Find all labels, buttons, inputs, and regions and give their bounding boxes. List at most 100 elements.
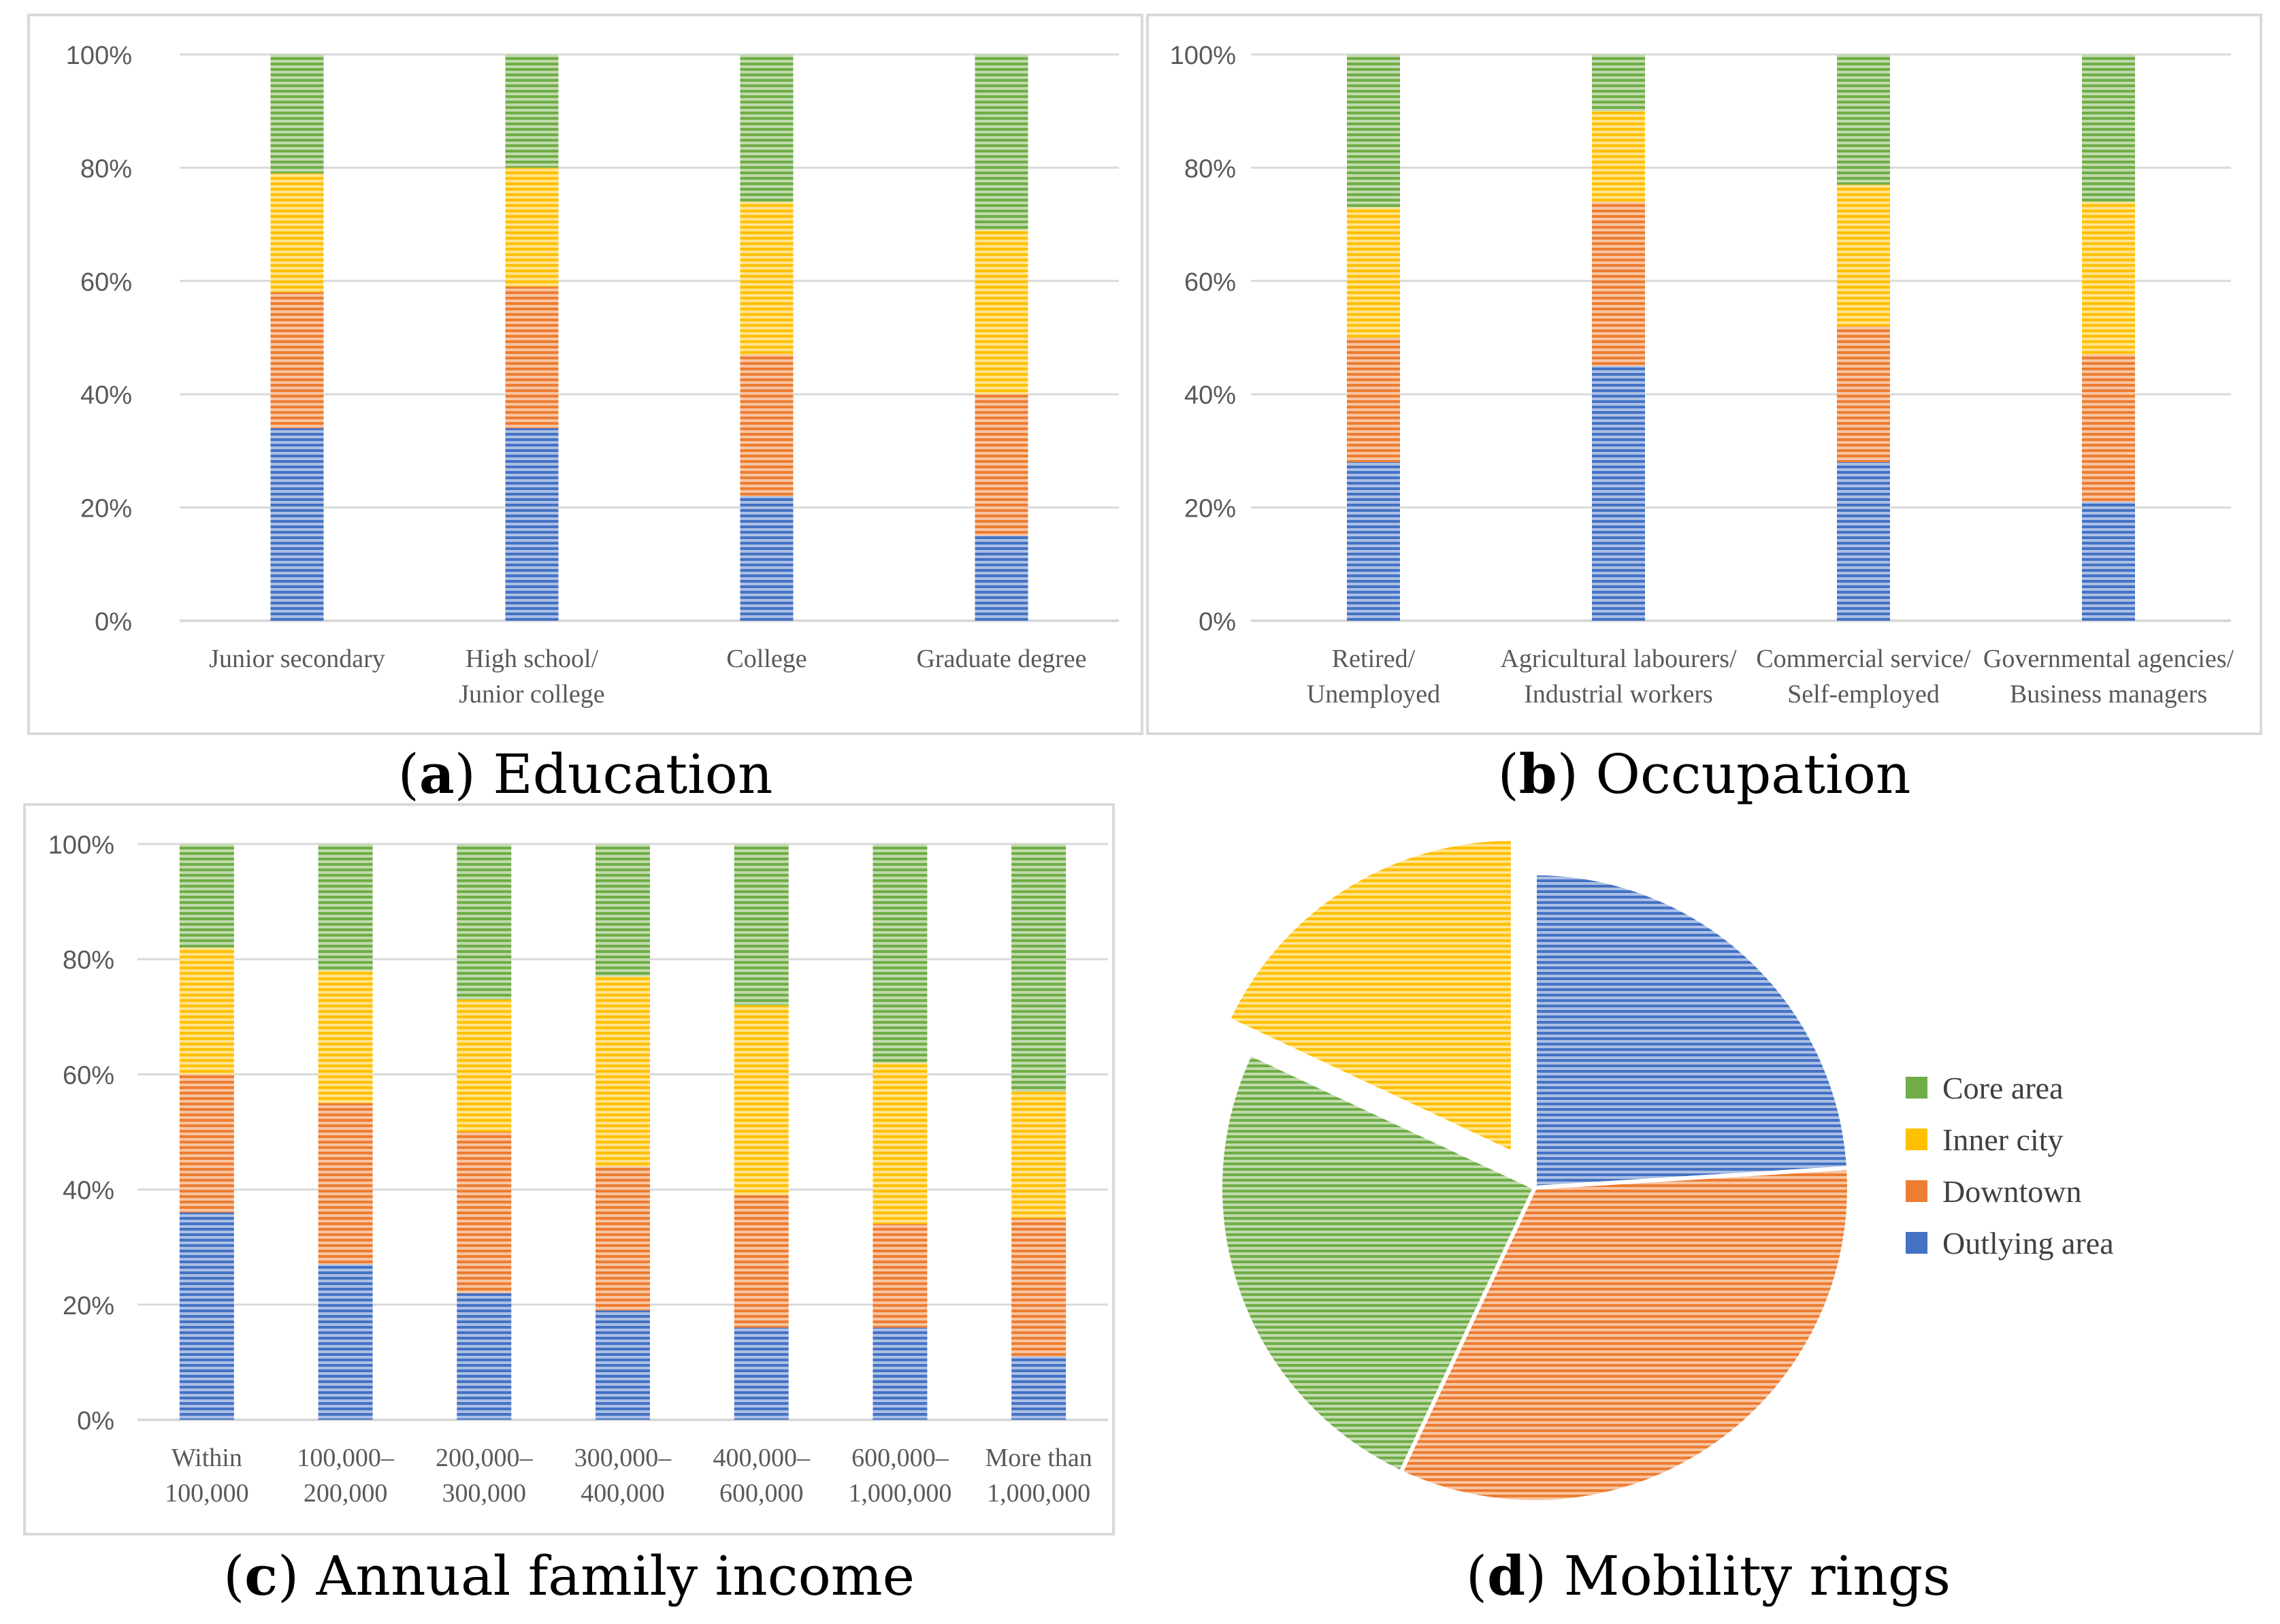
legend-swatch-downtown — [1906, 1180, 1927, 1202]
bar-segment-downtown — [179, 1074, 234, 1213]
legend-item-inner-city: Inner city — [1906, 1114, 2192, 1165]
x-tick-label: 200,000 — [304, 1479, 388, 1508]
legend-swatch-outlying-area — [1906, 1232, 1927, 1254]
bar-segment-core-area — [179, 844, 234, 948]
bar-segment-inner-city — [2082, 201, 2135, 355]
y-tick-label: 0% — [1199, 608, 1236, 636]
pie-slice-core-area — [1218, 1051, 1537, 1476]
bar-segment-inner-city — [873, 1062, 928, 1224]
bar-segment-downtown — [1592, 201, 1645, 366]
legend-item-outlying-area: Outlying area — [1906, 1217, 2192, 1269]
x-tick-label: 300,000– — [574, 1444, 672, 1472]
bar-segment-core-area — [734, 844, 789, 1005]
x-tick-label: Commercial service/ — [1756, 645, 1971, 673]
bar-segment-core-area — [457, 844, 512, 1000]
bar-segment-outlying-area — [457, 1293, 512, 1420]
y-tick-label: 100% — [48, 831, 114, 860]
x-tick-label: 1,000,000 — [987, 1479, 1090, 1508]
bar-segment-core-area — [596, 844, 650, 977]
bar-segment-downtown — [1011, 1218, 1066, 1357]
x-tick-label: College — [726, 645, 807, 673]
bar-segment-inner-city — [1011, 1091, 1066, 1218]
bar-segment-outlying-area — [1592, 366, 1645, 621]
x-tick-label: 400,000 — [581, 1479, 665, 1508]
y-tick-label: 100% — [1170, 42, 1236, 70]
y-tick-label: 60% — [63, 1061, 114, 1090]
bar-segment-inner-city — [318, 971, 373, 1103]
bar-segment-core-area — [1011, 844, 1066, 1092]
y-tick-label: 20% — [1184, 495, 1236, 523]
bar-segment-core-area — [1837, 54, 1890, 185]
bar-segment-downtown — [596, 1166, 650, 1311]
legend-swatch-inner-city — [1906, 1128, 1927, 1150]
pie-legend: Core area Inner city Downtown Outlying a… — [1906, 1062, 2192, 1269]
pie-slice-downtown — [1398, 1165, 1851, 1504]
bar-segment-outlying-area — [734, 1327, 789, 1420]
y-tick-label: 100% — [66, 42, 132, 70]
x-tick-label: 1,000,000 — [848, 1479, 951, 1508]
bar-segment-core-area — [270, 54, 324, 174]
y-tick-label: 60% — [80, 268, 132, 297]
x-tick-label: 100,000– — [297, 1444, 395, 1472]
bar-segment-core-area — [318, 844, 373, 971]
bar-segment-core-area — [1347, 54, 1400, 208]
caption-mobility-rings: (d) Mobility rings — [1465, 1544, 1951, 1608]
bar-segment-downtown — [1347, 338, 1400, 463]
legend-item-core-area: Core area — [1906, 1062, 2192, 1114]
bar-segment-outlying-area — [975, 536, 1028, 621]
x-tick-label: 400,000– — [713, 1444, 811, 1472]
bar-segment-core-area — [505, 54, 559, 168]
y-tick-label: 40% — [63, 1177, 114, 1205]
bar-segment-downtown — [270, 292, 324, 429]
legend-label-outlying-area: Outlying area — [1942, 1225, 2114, 1261]
x-tick-label: Agricultural labourers/ — [1500, 645, 1737, 673]
bar-segment-downtown — [975, 394, 1028, 536]
x-tick-label: 600,000 — [719, 1479, 804, 1508]
bar-segment-inner-city — [457, 999, 512, 1132]
x-tick-label: More than — [986, 1444, 1092, 1472]
chart-panel-annual-family-income: 0% 20% 40% 60% 80% 100% Within 100,000 100,000– 2… — [23, 803, 1115, 1536]
chart-svg-c: 0% 20% 40% 60% 80% 100% Within 100,000 100,000– 2… — [48, 831, 1108, 1508]
bar-segment-inner-city — [270, 173, 324, 293]
x-tick-label: Industrial workers — [1524, 680, 1713, 709]
bar-segment-downtown — [2082, 354, 2135, 502]
bar-segment-outlying-area — [596, 1310, 650, 1420]
caption-education: (a) Education — [397, 742, 773, 806]
x-tick-label: 300,000 — [442, 1479, 527, 1508]
bar-segment-inner-city — [734, 1005, 789, 1196]
x-tick-label: Junior college — [459, 680, 604, 709]
y-tick-label: 40% — [80, 381, 132, 410]
bar-segment-outlying-area — [270, 428, 324, 621]
bar-segment-downtown — [318, 1103, 373, 1265]
x-tick-label: Self-employed — [1787, 680, 1940, 709]
bar-segment-inner-city — [1347, 207, 1400, 338]
x-tick-label: Within — [172, 1444, 242, 1472]
x-tick-label: Junior secondary — [209, 645, 385, 673]
bar-segment-downtown — [457, 1132, 512, 1293]
bar-segment-downtown — [734, 1195, 789, 1328]
y-tick-label: 20% — [63, 1292, 114, 1320]
bar-segment-outlying-area — [1011, 1356, 1066, 1420]
bar-segment-outlying-area — [179, 1212, 234, 1420]
bar-segment-outlying-area — [2082, 502, 2135, 621]
bar-segment-outlying-area — [740, 496, 794, 621]
caption-occupation: (b) Occupation — [1497, 742, 1911, 806]
y-tick-label: 80% — [80, 155, 132, 183]
y-tick-label: 0% — [95, 608, 132, 636]
legend-item-downtown: Downtown — [1906, 1165, 2192, 1217]
y-tick-label: 80% — [63, 946, 114, 975]
bar-segment-core-area — [975, 54, 1028, 230]
bar-segment-core-area — [740, 54, 794, 202]
bar-segment-downtown — [740, 354, 794, 496]
bar-segment-outlying-area — [1837, 462, 1890, 621]
bar-segment-inner-city — [1592, 111, 1645, 202]
bar-segment-outlying-area — [873, 1327, 928, 1420]
legend-label-downtown: Downtown — [1942, 1173, 2082, 1209]
y-tick-label: 80% — [1184, 155, 1236, 183]
bar-segment-inner-city — [975, 229, 1028, 395]
bar-segment-inner-city — [179, 947, 234, 1075]
chart-panel-education: 0% 20% 40% 60% 80% 100% Junior secondary High s… — [27, 14, 1143, 735]
bar-segment-outlying-area — [318, 1264, 373, 1420]
pie-slice-outlying-area — [1533, 871, 1851, 1190]
